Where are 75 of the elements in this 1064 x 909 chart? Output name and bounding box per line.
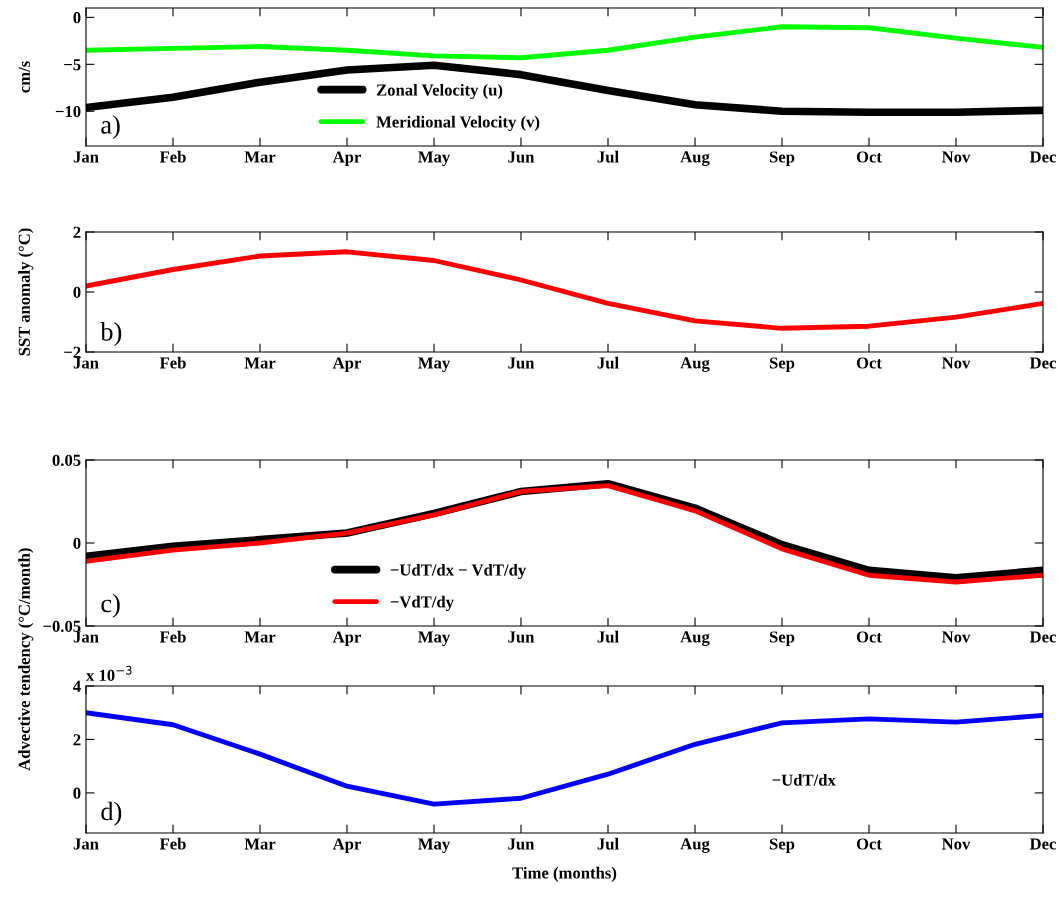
x-tick-label: Mar xyxy=(244,357,276,369)
x-tick-label: Mar xyxy=(244,631,276,643)
x-tick-label: Dec xyxy=(1029,838,1056,850)
x-tick-label: Jul xyxy=(597,837,619,850)
x-axis-title: Time (months) xyxy=(512,866,617,882)
x-tick-label: Dec xyxy=(1029,631,1056,643)
x-tick-label: Dec xyxy=(1029,151,1056,163)
x-tick-label: Sep xyxy=(769,631,795,646)
y-tick-label: −2 xyxy=(64,346,81,358)
x-tick-label: Nov xyxy=(941,631,971,643)
annotation: b) xyxy=(100,322,122,346)
text: x 10$^{−3}$ xyxy=(86,665,132,682)
x-tick-label: Jun xyxy=(508,151,535,163)
x-tick-label: Aug xyxy=(680,357,710,372)
x-tick-label: Jun xyxy=(508,357,535,369)
y-tick-label: 0 xyxy=(73,787,81,799)
x-tick-label: Jun xyxy=(508,838,535,850)
x-tick-label: May xyxy=(418,357,451,372)
legend-label: Zonal Velocity (u) xyxy=(376,83,503,100)
y-tick-label: −5 xyxy=(64,59,81,71)
legend-label: −VdT/dy xyxy=(390,595,454,611)
x-tick-label: Aug xyxy=(680,838,710,853)
y-axis-title: cm/s xyxy=(18,61,30,93)
x-tick-label: Jan xyxy=(73,151,99,163)
y-tick-label: −10 xyxy=(55,105,81,118)
x-tick-label: Feb xyxy=(159,356,186,369)
y-tick-label: −0.05 xyxy=(43,620,81,633)
x-tick-label: May xyxy=(418,151,451,166)
x-tick-label: Apr xyxy=(332,357,361,372)
x-tick-label: May xyxy=(418,631,451,646)
x-tick-label: Oct xyxy=(856,151,882,163)
x-tick-label: Jan xyxy=(73,838,99,850)
y-axis-title: SST anomaly (°C) xyxy=(18,228,34,356)
x-tick-label: Apr xyxy=(332,631,361,646)
annotation: a) xyxy=(101,115,120,140)
y-tick-label: 0.05 xyxy=(52,454,81,467)
x-tick-label: Jul xyxy=(597,630,619,643)
y-tick-label: 2 xyxy=(73,226,81,238)
y-tick-label: 0 xyxy=(73,12,81,24)
y-axis-title: Advective tendency (°C/month) xyxy=(18,548,34,771)
x-tick-label: Jan xyxy=(73,357,99,369)
y-tick-label: 0 xyxy=(73,286,81,298)
y-tick-label: 0 xyxy=(73,537,81,549)
x-tick-label: Apr xyxy=(332,838,361,853)
x-tick-label: Feb xyxy=(159,630,186,643)
x-tick-label: Nov xyxy=(941,357,971,369)
x-tick-label: Apr xyxy=(332,151,361,166)
x-tick-label: Mar xyxy=(244,151,276,163)
annotation: d) xyxy=(101,801,122,826)
x-tick-label: Oct xyxy=(856,838,882,850)
x-tick-label: Feb xyxy=(159,837,186,850)
x-tick-label: Oct xyxy=(856,631,882,643)
x-tick-label: Jun xyxy=(508,631,535,643)
x-tick-label: Feb xyxy=(159,150,186,163)
x-tick-label: Aug xyxy=(680,151,710,166)
line-series xyxy=(86,24,1043,61)
x-tick-label: Nov xyxy=(941,838,971,850)
x-tick-label: Dec xyxy=(1029,357,1056,369)
y-tick-label: 4 xyxy=(73,680,81,692)
x-tick-label: Nov xyxy=(941,151,971,163)
x-tick-label: Jan xyxy=(73,631,99,643)
annotation: c) xyxy=(101,593,120,618)
x-tick-label: Sep xyxy=(769,838,795,853)
x-tick-label: Jul xyxy=(597,150,619,163)
x-tick-label: Jul xyxy=(597,356,619,369)
x-tick-label: Oct xyxy=(856,357,882,369)
legend-label: Meridional Velocity (v) xyxy=(376,115,540,131)
x-tick-label: Aug xyxy=(680,631,710,646)
y-tick-label: 2 xyxy=(73,734,81,746)
legend-label: −UdT/dx − VdT/dy xyxy=(390,563,527,580)
x-tick-label: Sep xyxy=(769,357,795,372)
x-tick-label: May xyxy=(418,838,451,853)
x-tick-label: Mar xyxy=(244,838,276,850)
annotation: −UdT/dx xyxy=(772,773,836,786)
x-tick-label: Sep xyxy=(769,151,795,166)
